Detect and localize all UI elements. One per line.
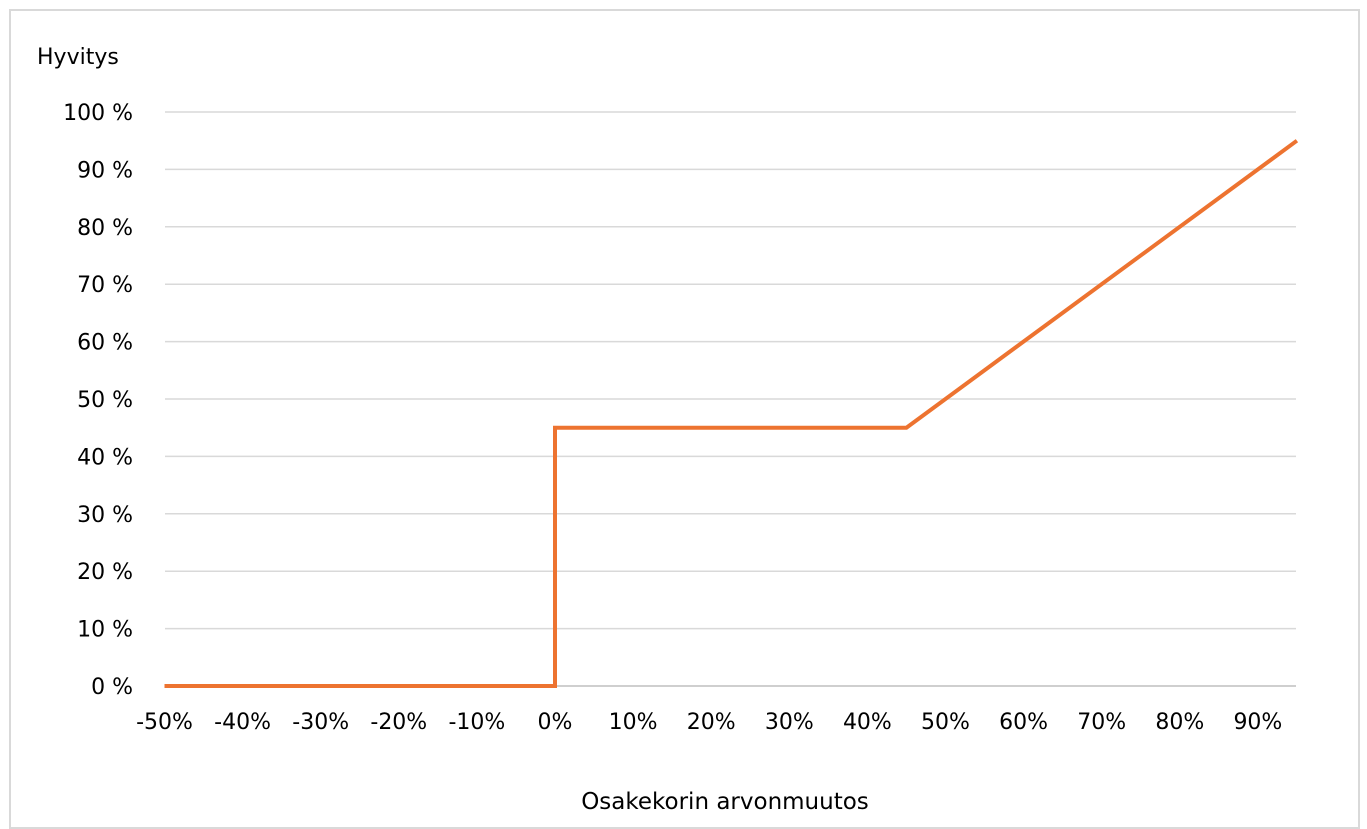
y-tick-label: 40 %	[77, 445, 133, 470]
y-tick-label: 20 %	[77, 560, 133, 585]
x-axis-title: Osakekorin arvonmuutos	[581, 789, 869, 815]
y-axis-ticks: 0 % 10 % 20 % 30 % 40 % 50 % 60 % 70 % 80 % 90 % 1…	[63, 101, 133, 700]
gridlines	[165, 111, 1296, 630]
x-tick-label: 50%	[921, 710, 970, 735]
x-tick-label: 30%	[765, 710, 814, 735]
series-line	[164, 139, 1299, 688]
x-tick-label: 60%	[999, 710, 1048, 735]
x-tick-label: -50%	[136, 710, 193, 735]
y-tick-label: 0 %	[91, 675, 133, 700]
x-tick-label: 0%	[538, 710, 573, 735]
x-tick-label: -30%	[292, 710, 349, 735]
y-tick-label: 60 %	[77, 331, 133, 356]
plot-area	[164, 139, 1299, 688]
x-tick-label: 20%	[687, 710, 736, 735]
x-tick-label: -20%	[370, 710, 427, 735]
x-tick-label: -10%	[448, 710, 505, 735]
x-tick-label: -40%	[214, 710, 271, 735]
x-tick-label: 40%	[843, 710, 892, 735]
x-tick-label: 80%	[1155, 710, 1204, 735]
y-tick-label: 100 %	[63, 101, 133, 126]
y-tick-label: 80 %	[77, 216, 133, 241]
chart-frame	[9, 9, 1360, 829]
y-tick-label: 70 %	[77, 273, 133, 298]
x-axis-ticks: -50% -40% -30% -20% -10% 0% 10% 20% 30% 40% 50% 60%…	[136, 710, 1282, 735]
y-tick-label: 10 %	[77, 618, 133, 643]
x-tick-label: 70%	[1077, 710, 1126, 735]
y-tick-label: 30 %	[77, 503, 133, 528]
y-tick-label: 50 %	[77, 388, 133, 413]
y-tick-label: 90 %	[77, 158, 133, 183]
x-tick-label: 10%	[609, 710, 658, 735]
x-tick-label: 90%	[1233, 710, 1282, 735]
y-axis-title: Hyvitys	[37, 45, 119, 70]
